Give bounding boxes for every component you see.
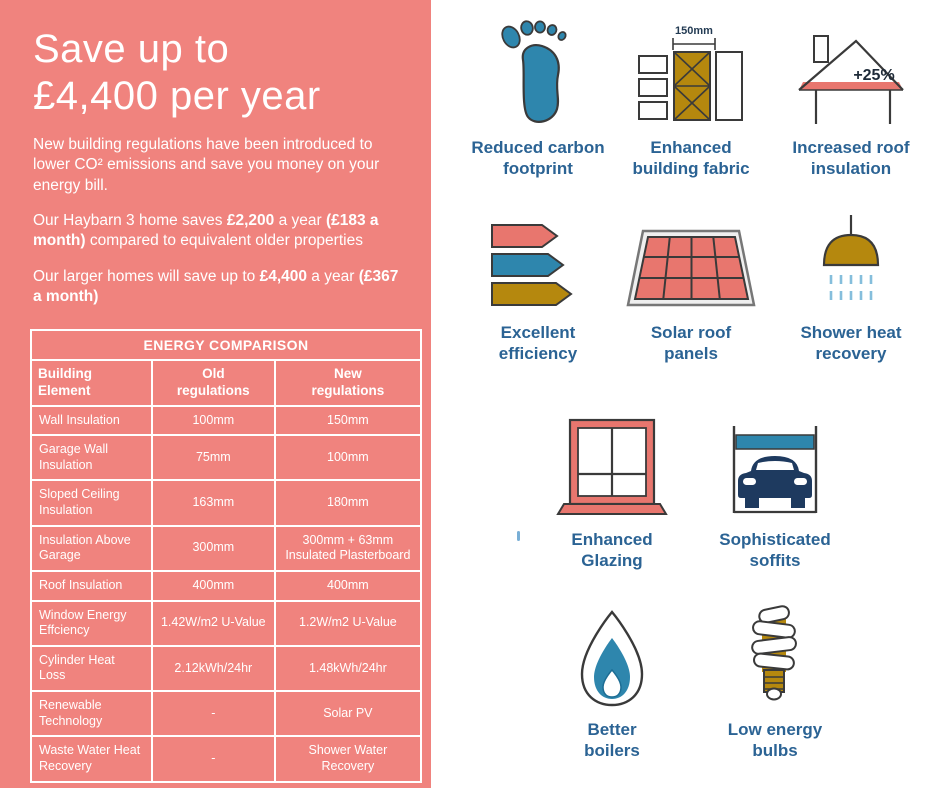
page-title-line2: £4,400 per year [33,73,321,118]
feature-increased-roof-insulation: +25% Increased roof insulation [766,18,936,179]
garage-car-icon [690,408,860,520]
roof-icon: +25% [766,18,936,128]
energy-comparison-table: ENERGY COMPARISON Building Element Old reg… [30,328,423,783]
feature-label: Excellent efficiency [498,323,578,364]
feature-label: Shower heat recovery [800,323,902,364]
intro-paragraph: New building regulations have been intro… [33,135,380,194]
flame-icon [527,598,697,710]
cfl-bulb-icon [690,598,860,710]
feature-excellent-efficiency: Excellent efficiency [453,203,623,364]
feature-better-boilers: Better boilers [527,598,697,761]
feature-label: Solar roof panels [650,323,732,364]
feature-enhanced-building-fabric: 150mm Enhanced building fabric [606,18,776,179]
feature-shower-heat-recovery: Shower heat recovery [766,203,936,364]
page-title-line1: Save up to [33,27,230,71]
feature-reduced-carbon-footprint: Reduced carbon footprint [453,18,623,179]
feature-enhanced-glazing: Enhanced Glazing [527,408,697,571]
column-header-old-regulations: Old regulations [150,358,276,407]
table-row: Waste Water Heat Recovery - Shower Water… [30,735,423,783]
feature-label: Sophisticated soffits [719,530,831,571]
table-header-row: Building Element Old regulations New regula… [30,358,423,407]
table-row: Insulation Above Garage 300mm 300mm + 63… [30,524,423,572]
table-row: Garage Wall Insulation 75mm 100mm [30,434,423,482]
feature-label: Increased roof insulation [792,138,910,179]
table-row: Roof Insulation 400mm 400mm [30,569,423,602]
shower-head-icon [766,203,936,313]
feature-sophisticated-soffits: Sophisticated soffits [690,408,860,571]
column-header-new-regulations: New regulations [273,358,423,407]
svg-text:+25%: +25% [853,67,894,84]
table-title: ENERGY COMPARISON [30,328,422,361]
savings-panel: Save up to £4,400 per year New building … [0,0,431,788]
table-title-row: ENERGY COMPARISON [30,328,422,361]
feature-label: Better boilers [584,720,640,761]
table-row: Window Energy Effciency 1.42W/m2 U-Value… [30,599,423,647]
page-title: Save up to £4,400 per year [33,26,403,120]
feature-low-energy-bulbs: Low energy bulbs [690,598,860,761]
window-icon [527,408,697,520]
feature-label: Low energy bulbs [727,720,823,761]
column-header-building-element: Building Element [30,358,153,407]
table-row: Sloped Ceiling Insulation 163mm 180mm [30,479,423,527]
feature-label: Enhanced Glazing [571,530,653,571]
stray-print-mark [517,531,520,541]
feature-label: Reduced carbon footprint [471,138,605,179]
footprint-icon [453,18,623,128]
feature-label: Enhanced building fabric [632,138,750,179]
feature-solar-roof-panels: Solar roof panels [606,203,776,364]
larger-homes-paragraph: Our larger homes will save up to £4,400 … [33,267,399,306]
wall-section-icon: 150mm [606,18,776,128]
solar-panel-icon [606,203,776,313]
table-row: Wall Insulation 100mm 150mm [30,404,423,437]
haybarn-savings-paragraph: Our Haybarn 3 home saves £2,200 a year (… [33,211,379,250]
svg-text:150mm: 150mm [675,25,713,37]
table-row: Cylinder Heat Loss 2.12kWh/24hr 1.48kWh/… [30,644,423,693]
table-row: Renewable Technology - Solar PV [30,690,423,738]
efficiency-rating-icon [453,203,623,313]
